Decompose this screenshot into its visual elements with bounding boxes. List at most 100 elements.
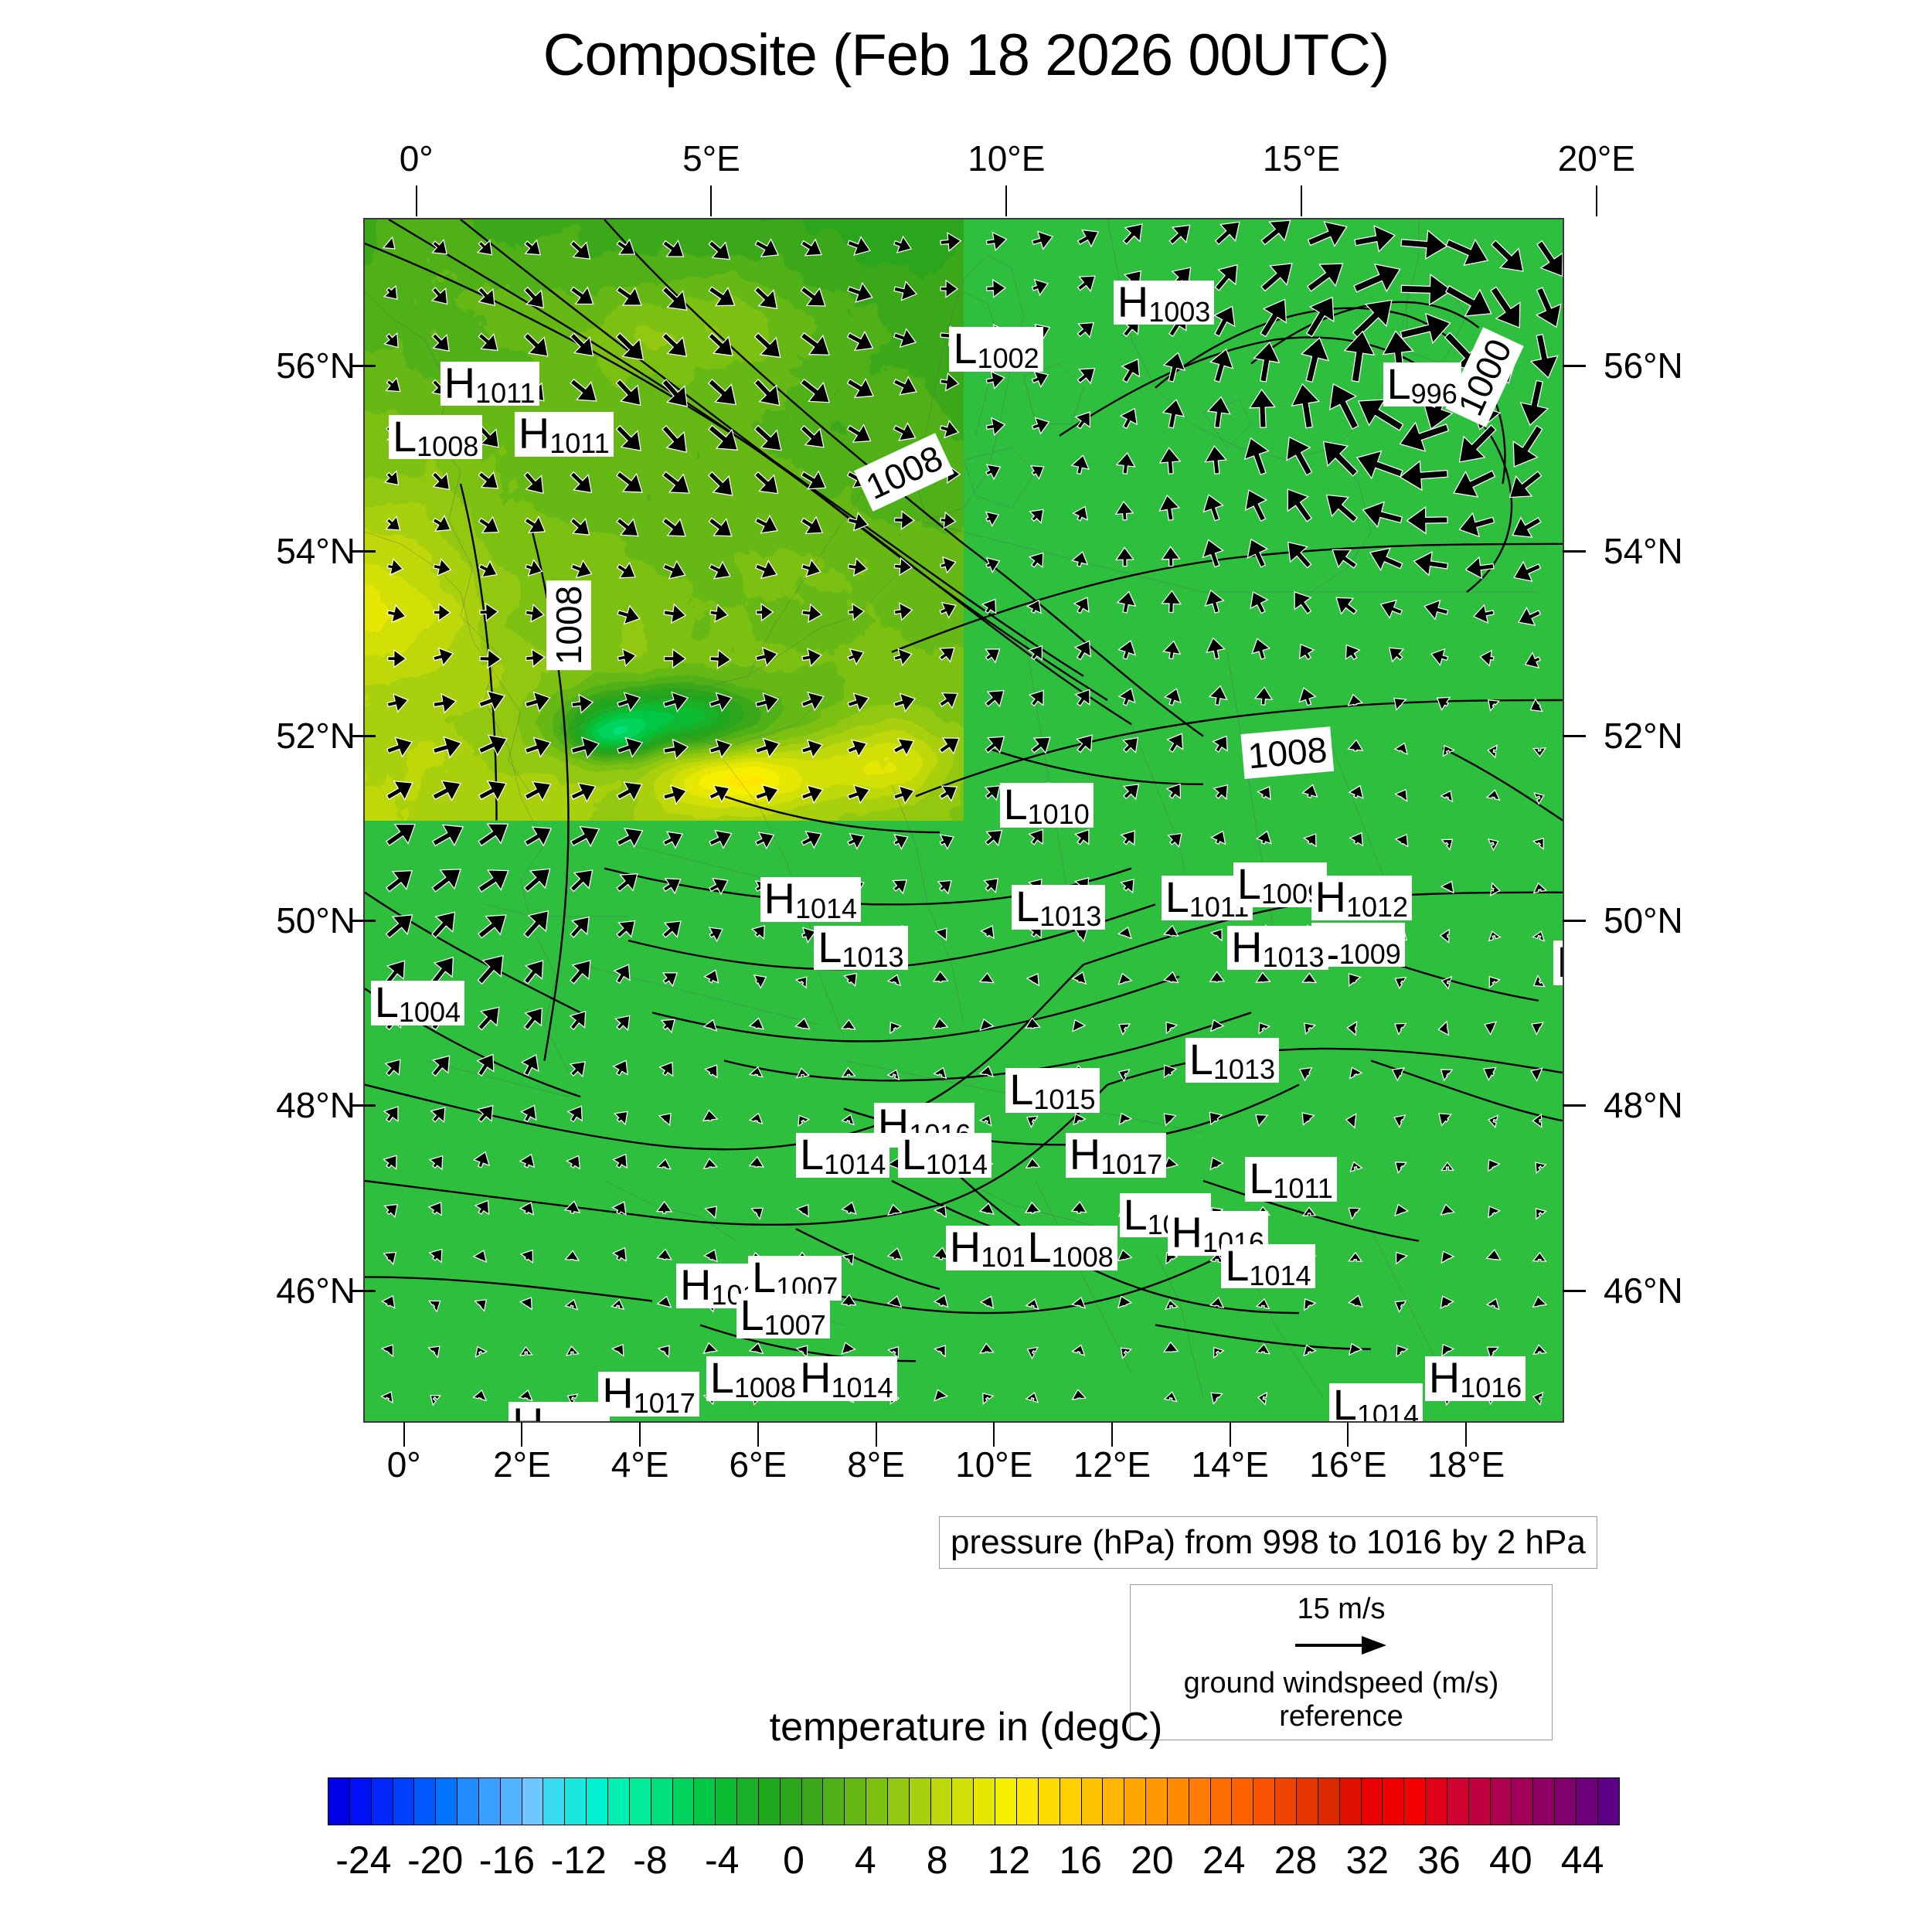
wind-vector-arrow: [794, 1017, 811, 1030]
pressure-extremum-value: 1013: [842, 940, 904, 973]
colorbar-swatch: [414, 1778, 437, 1825]
wind-vector-arrow: [1362, 501, 1403, 529]
wind-vector-arrow: [1347, 1294, 1363, 1308]
wind-vector-arrow: [1445, 238, 1489, 266]
wind-vector-arrow: [1430, 648, 1449, 667]
wind-vector-arrow: [662, 286, 688, 311]
wind-vector-arrow: [386, 823, 416, 847]
wind-vector-arrow: [1532, 882, 1548, 894]
wind-vector-arrow: [1298, 643, 1315, 661]
colorbar-swatch: [457, 1778, 479, 1825]
colorbar-swatch: [1296, 1778, 1318, 1825]
wind-vector-arrow: [798, 1114, 811, 1128]
wind-vector-arrow: [1251, 638, 1271, 660]
wind-vector-arrow: [939, 834, 954, 850]
pressure-extremum-value: 1007: [764, 1308, 826, 1341]
wind-vector-arrow: [933, 1066, 947, 1080]
wind-vector-arrow: [655, 1200, 673, 1214]
wind-vector-arrow: [615, 424, 641, 451]
colorbar-tick-label: -4: [705, 1838, 740, 1882]
wind-vector-arrow: [1118, 1112, 1133, 1126]
colorbar-swatch: [393, 1778, 415, 1825]
wind-vector-arrow: [1260, 219, 1291, 246]
pressure-extremum-value: 1002: [977, 342, 1039, 374]
axis-bottom-tick-label: 8°E: [847, 1444, 905, 1485]
temperature-colorbar[interactable]: [328, 1777, 1620, 1825]
wind-vector-arrow: [1029, 509, 1044, 525]
contour-value-label: 1008: [546, 580, 591, 670]
pressure-extremum-kind: L: [901, 1129, 926, 1179]
wind-vector-arrow: [940, 372, 960, 392]
colorbar-swatch: [952, 1778, 975, 1825]
colorbar-swatch: [887, 1778, 910, 1825]
wind-vector-arrow: [1472, 604, 1495, 624]
wind-vector-arrow: [1162, 399, 1185, 429]
wind-vector-arrow: [478, 287, 495, 307]
pressure-extremum-value: 1014: [831, 1372, 893, 1404]
wind-vector-arrow: [848, 603, 866, 621]
pressure-contour-path: [652, 1085, 1107, 1225]
wind-vector-arrow: [933, 1205, 947, 1219]
pressure-extremum-label: L996: [1383, 362, 1461, 407]
wind-vector-arrow: [1487, 699, 1501, 712]
wind-vector-arrow: [1485, 1249, 1502, 1261]
coastline-path: [1024, 628, 1072, 917]
wind-vector-arrow: [1488, 1206, 1501, 1219]
wind-reference-legend: 15 m/s ground windspeed (m/s) reference: [1130, 1584, 1553, 1740]
wind-vector-arrow: [657, 1345, 670, 1358]
wind-vector-arrow: [564, 1250, 580, 1261]
wind-vector-arrow: [1536, 240, 1563, 277]
wind-vector-arrow: [1026, 1115, 1039, 1128]
pressure-contour-path: [365, 1085, 652, 1145]
wind-vector-arrow: [1400, 229, 1448, 260]
wind-vector-arrow: [523, 1007, 543, 1031]
wind-vector-arrow: [937, 879, 952, 895]
wind-vector-arrow: [523, 471, 544, 495]
wind-vector-arrow: [432, 736, 463, 759]
pressure-extremum-label: L1014: [897, 1129, 992, 1179]
pressure-extremum-label: L1013: [1012, 885, 1106, 930]
pressure-extremum-label: L1007: [736, 1293, 830, 1341]
map-plot-area[interactable]: H1011 L1002 H1003 L996 L1008 H1011 L1010 H1014 L…: [363, 218, 1564, 1423]
wind-vector-arrow: [1485, 789, 1501, 801]
wind-vector-arrow: [1490, 286, 1521, 328]
wind-vector-arrow: [893, 785, 915, 804]
wind-vector-arrow: [1519, 379, 1549, 427]
wind-vector-arrow: [1209, 928, 1223, 942]
wind-vector-arrow: [433, 647, 454, 667]
wind-vector-arrow: [893, 556, 913, 577]
wind-vector-arrow: [1244, 489, 1268, 522]
wind-vector-arrow: [893, 422, 917, 441]
pressure-extremum-kind: L: [818, 922, 842, 971]
wind-vector-arrow: [709, 738, 733, 759]
wind-vector-arrow: [1400, 312, 1451, 345]
pressure-extremum-label: H1013: [1227, 925, 1328, 971]
wind-vector-arrow: [383, 1106, 399, 1123]
wind-vector-arrow: [753, 975, 767, 989]
wind-vector-arrow: [431, 824, 464, 847]
wind-vector-arrow: [1487, 1158, 1501, 1172]
colorbar-swatch: [1167, 1778, 1189, 1825]
wind-vector-arrow: [841, 1342, 856, 1355]
wind-vector-arrow: [934, 1345, 946, 1358]
axis-bottom-tick-label: 6°E: [729, 1444, 787, 1485]
wind-vector-arrow: [840, 1294, 857, 1307]
pressure-extremum-kind: L: [800, 1129, 825, 1179]
wind-vector-arrow: [847, 512, 869, 532]
wind-vector-arrow: [1347, 739, 1364, 752]
wind-vector-arrow: [477, 954, 504, 985]
axis-tick: [1563, 365, 1586, 368]
pressure-extremum-label: H1003: [1113, 280, 1215, 325]
wind-vector-arrow: [1301, 1206, 1317, 1216]
wind-vector-arrow: [616, 827, 644, 849]
pressure-contour-path: [772, 1253, 1227, 1313]
wind-vector-arrow: [525, 558, 543, 577]
wind-vector-arrow: [383, 1155, 397, 1170]
pressure-extremum-kind: L: [1027, 1223, 1052, 1272]
colorbar-swatch: [436, 1778, 458, 1825]
wind-vector-arrow: [385, 376, 401, 393]
pressure-legend: pressure (hPa) from 998 to 1016 by 2 hPa: [939, 1516, 1597, 1569]
wind-vector-arrow: [1532, 975, 1546, 988]
axis-tick: [521, 1422, 523, 1447]
pressure-extremum-kind: L: [1189, 1035, 1213, 1084]
